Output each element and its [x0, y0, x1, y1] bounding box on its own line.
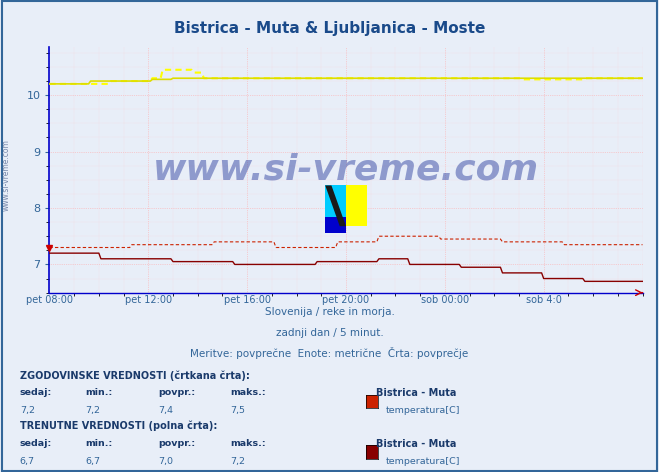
Polygon shape [326, 185, 346, 226]
Text: Bistrica - Muta: Bistrica - Muta [376, 438, 456, 449]
Text: min.:: min.: [86, 388, 113, 397]
Bar [346, 185, 367, 226]
Text: maks.:: maks.: [231, 438, 266, 447]
Text: 7,2: 7,2 [231, 456, 246, 465]
Text: temperatura[C]: temperatura[C] [386, 456, 460, 465]
Text: 7,4: 7,4 [158, 406, 173, 415]
Text: 6,7: 6,7 [86, 456, 101, 465]
Text: www.si-vreme.com: www.si-vreme.com [2, 139, 11, 211]
Text: ZGODOVINSKE VREDNOSTI (črtkana črta):: ZGODOVINSKE VREDNOSTI (črtkana črta): [20, 371, 250, 381]
Text: 7,0: 7,0 [158, 456, 173, 465]
Text: povpr.:: povpr.: [158, 388, 195, 397]
Text: temperatura[C]: temperatura[C] [386, 406, 460, 415]
Text: TRENUTNE VREDNOSTI (polna črta):: TRENUTNE VREDNOSTI (polna črta): [20, 421, 217, 431]
Text: Bistrica - Muta & Ljubljanica - Moste: Bistrica - Muta & Ljubljanica - Moste [174, 21, 485, 36]
Text: 6,7: 6,7 [20, 456, 35, 465]
Text: 7,2: 7,2 [86, 406, 101, 415]
Text: sedaj:: sedaj: [20, 438, 52, 447]
Text: Meritve: povprečne  Enote: metrične  Črta: povprečje: Meritve: povprečne Enote: metrične Črta:… [190, 347, 469, 359]
Text: zadnji dan / 5 minut.: zadnji dan / 5 minut. [275, 328, 384, 338]
Text: 7,2: 7,2 [20, 406, 35, 415]
Text: maks.:: maks.: [231, 388, 266, 397]
Text: min.:: min.: [86, 438, 113, 447]
Text: Slovenija / reke in morja.: Slovenija / reke in morja. [264, 307, 395, 317]
Text: povpr.:: povpr.: [158, 438, 195, 447]
Bar [326, 217, 346, 233]
Text: Bistrica - Muta: Bistrica - Muta [376, 388, 456, 398]
Text: www.si-vreme.com: www.si-vreme.com [153, 153, 539, 187]
Text: 7,5: 7,5 [231, 406, 246, 415]
Text: sedaj:: sedaj: [20, 388, 52, 397]
Bar [326, 185, 346, 226]
